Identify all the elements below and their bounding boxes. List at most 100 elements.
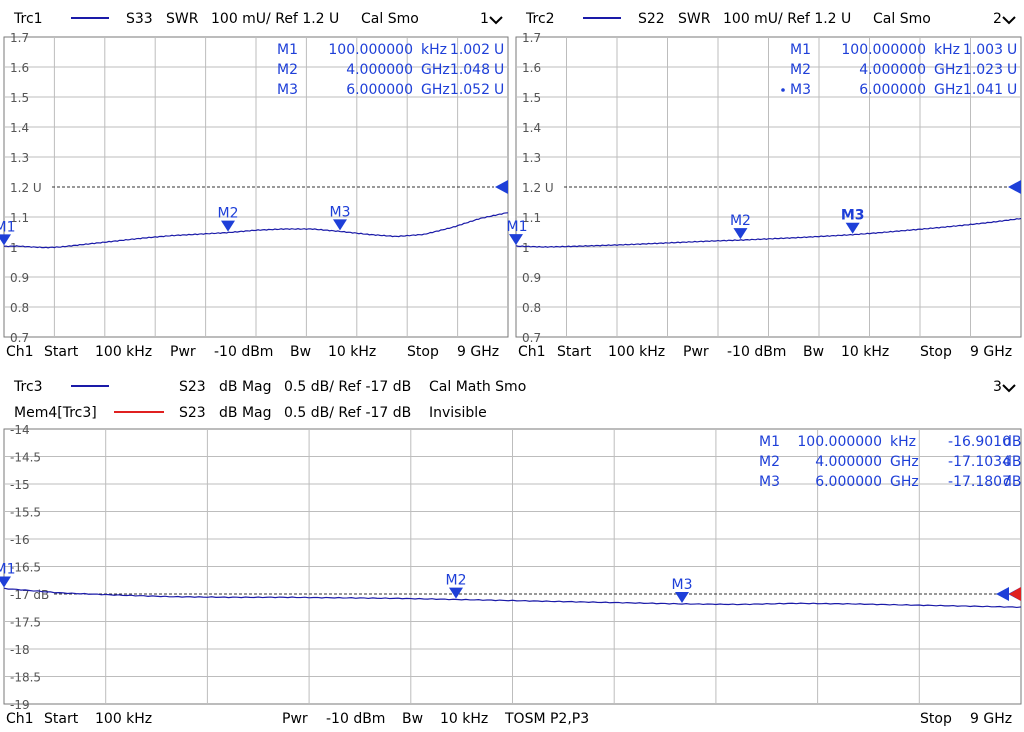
marker-triangle-m2[interactable]	[733, 228, 748, 240]
trace-flags-trc3[interactable]: Cal Math Smo	[429, 379, 526, 395]
footer-start-label[interactable]: Start	[44, 344, 79, 360]
footer-stop-value[interactable]: 9 GHz	[970, 344, 1012, 360]
memory-param[interactable]: S23	[179, 405, 206, 421]
trace-param-trc2[interactable]: S22	[638, 11, 665, 27]
footer-channel[interactable]: Ch1	[6, 711, 34, 727]
trace-name-trc1[interactable]: Trc1	[13, 11, 43, 27]
trace-format-trc2[interactable]: SWR	[678, 11, 711, 27]
memory-trace-name[interactable]: Mem4[Trc3]	[14, 405, 97, 421]
marker-label-m1: M1	[0, 219, 16, 235]
marker-table-unit: GHz	[421, 62, 450, 78]
footer-stop-value[interactable]: 9 GHz	[970, 711, 1012, 727]
channel-tab-trc3[interactable]: 3	[993, 379, 1002, 395]
marker-triangle-m2[interactable]	[220, 220, 235, 232]
marker-table-label[interactable]: M2	[759, 454, 780, 470]
channel-tab-trc2[interactable]: 2	[993, 11, 1002, 27]
y-tick-label: -17.5	[10, 616, 41, 630]
marker-table-label[interactable]: M1	[790, 42, 811, 58]
marker-table-value-unit: U	[1007, 82, 1017, 98]
y-tick-label: 1.3	[522, 151, 541, 165]
marker-table-label[interactable]: M3	[759, 474, 780, 490]
chevron-down-icon[interactable]	[1002, 384, 1016, 393]
marker-table-value-unit: U	[1007, 62, 1017, 78]
reference-arrow-icon[interactable]	[996, 587, 1009, 601]
y-tick-label: -15.5	[10, 506, 41, 520]
y-tick-label: 1.6	[10, 61, 29, 75]
chevron-down-icon[interactable]	[489, 16, 503, 25]
marker-table-label[interactable]: M3	[277, 82, 298, 98]
marker-triangle-m3[interactable]	[674, 591, 689, 603]
trace-format-trc3[interactable]: dB Mag	[219, 379, 272, 395]
marker-table-value: 1.041	[963, 82, 1003, 98]
trace-scale-trc3[interactable]: 0.5 dB/ Ref -17 dB	[284, 379, 411, 395]
footer-stop-value[interactable]: 9 GHz	[457, 344, 499, 360]
footer-power-value[interactable]: -10 dBm	[727, 344, 786, 360]
marker-triangle-m3[interactable]	[332, 219, 347, 231]
footer-calibration[interactable]: TOSM P2,P3	[504, 711, 589, 727]
marker-triangle-m2[interactable]	[448, 587, 463, 599]
marker-table-label[interactable]: M2	[277, 62, 298, 78]
footer-start-value[interactable]: 100 kHz	[95, 344, 152, 360]
marker-triangle-m3[interactable]	[845, 222, 860, 234]
reference-arrow-icon[interactable]	[1008, 180, 1021, 194]
memory-reference-arrow-icon[interactable]	[1009, 587, 1021, 601]
marker-triangle-m1[interactable]	[0, 576, 11, 588]
y-tick-label: 1.4	[522, 121, 541, 135]
y-tick-label: -18	[10, 643, 30, 657]
marker-table-label[interactable]: M1	[277, 42, 298, 58]
footer-channel[interactable]: Ch1	[6, 344, 34, 360]
footer-start-label[interactable]: Start	[44, 711, 79, 727]
y-tick-label: 1.5	[522, 91, 541, 105]
trace-name-trc2[interactable]: Trc2	[525, 11, 555, 27]
marker-table-value-unit: U	[494, 82, 504, 98]
footer-bandwidth-value[interactable]: 10 kHz	[841, 344, 889, 360]
y-tick-label: -16.5	[10, 561, 41, 575]
marker-table-stimulus: 100.000000	[328, 42, 413, 58]
marker-table-label[interactable]: M3	[790, 82, 811, 98]
footer-power-value[interactable]: -10 dBm	[214, 344, 273, 360]
trace-scale-trc2[interactable]: 100 mU/ Ref 1.2 U	[723, 11, 851, 27]
footer-start-value[interactable]: 100 kHz	[95, 711, 152, 727]
trace-line-trc1[interactable]	[3, 212, 509, 249]
trace-format-trc1[interactable]: SWR	[166, 11, 199, 27]
y-tick-label: -14.5	[10, 451, 41, 465]
marker-label-m2: M2	[730, 213, 751, 229]
trace-line-trc2[interactable]	[515, 217, 1022, 248]
footer-bandwidth-value[interactable]: 10 kHz	[328, 344, 376, 360]
footer-bandwidth-value[interactable]: 10 kHz	[440, 711, 488, 727]
trace-flags-trc2[interactable]: Cal Smo	[873, 11, 931, 27]
footer-power-label[interactable]: Pwr	[683, 344, 709, 360]
chevron-down-icon[interactable]	[1002, 16, 1016, 25]
trace-name-trc3[interactable]: Trc3	[13, 379, 43, 395]
footer-start-label[interactable]: Start	[557, 344, 592, 360]
footer-start-value[interactable]: 100 kHz	[608, 344, 665, 360]
footer-stop-label[interactable]: Stop	[920, 711, 952, 727]
reference-arrow-icon[interactable]	[495, 180, 508, 194]
y-tick-label: 0.9	[10, 271, 29, 285]
footer-power-label[interactable]: Pwr	[170, 344, 196, 360]
trace-param-trc1[interactable]: S33	[126, 11, 153, 27]
footer-power-label[interactable]: Pwr	[282, 711, 308, 727]
footer-bandwidth-label[interactable]: Bw	[402, 711, 423, 727]
footer-stop-label[interactable]: Stop	[920, 344, 952, 360]
memory-format[interactable]: dB Mag	[219, 405, 272, 421]
footer-power-value[interactable]: -10 dBm	[326, 711, 385, 727]
marker-table-stimulus: 4.000000	[815, 454, 882, 470]
footer-channel[interactable]: Ch1	[518, 344, 546, 360]
footer-stop-label[interactable]: Stop	[407, 344, 439, 360]
marker-triangle-m1[interactable]	[509, 234, 523, 246]
trace-line-trc3[interactable]	[3, 587, 1022, 609]
footer-bandwidth-label[interactable]: Bw	[803, 344, 824, 360]
trace-flags-trc1[interactable]: Cal Smo	[361, 11, 419, 27]
y-tick-label: 0.9	[522, 271, 541, 285]
memory-scale[interactable]: 0.5 dB/ Ref -17 dB	[284, 405, 411, 421]
memory-flags[interactable]: Invisible	[429, 405, 487, 421]
marker-table-label[interactable]: M2	[790, 62, 811, 78]
channel-tab-trc1[interactable]: 1	[480, 11, 489, 27]
footer-bandwidth-label[interactable]: Bw	[290, 344, 311, 360]
marker-table-value-unit: dB	[1003, 454, 1022, 470]
trace-scale-trc1[interactable]: 100 mU/ Ref 1.2 U	[211, 11, 339, 27]
trace-param-trc3[interactable]: S23	[179, 379, 206, 395]
marker-triangle-m1[interactable]	[0, 234, 11, 246]
marker-table-label[interactable]: M1	[759, 434, 780, 450]
